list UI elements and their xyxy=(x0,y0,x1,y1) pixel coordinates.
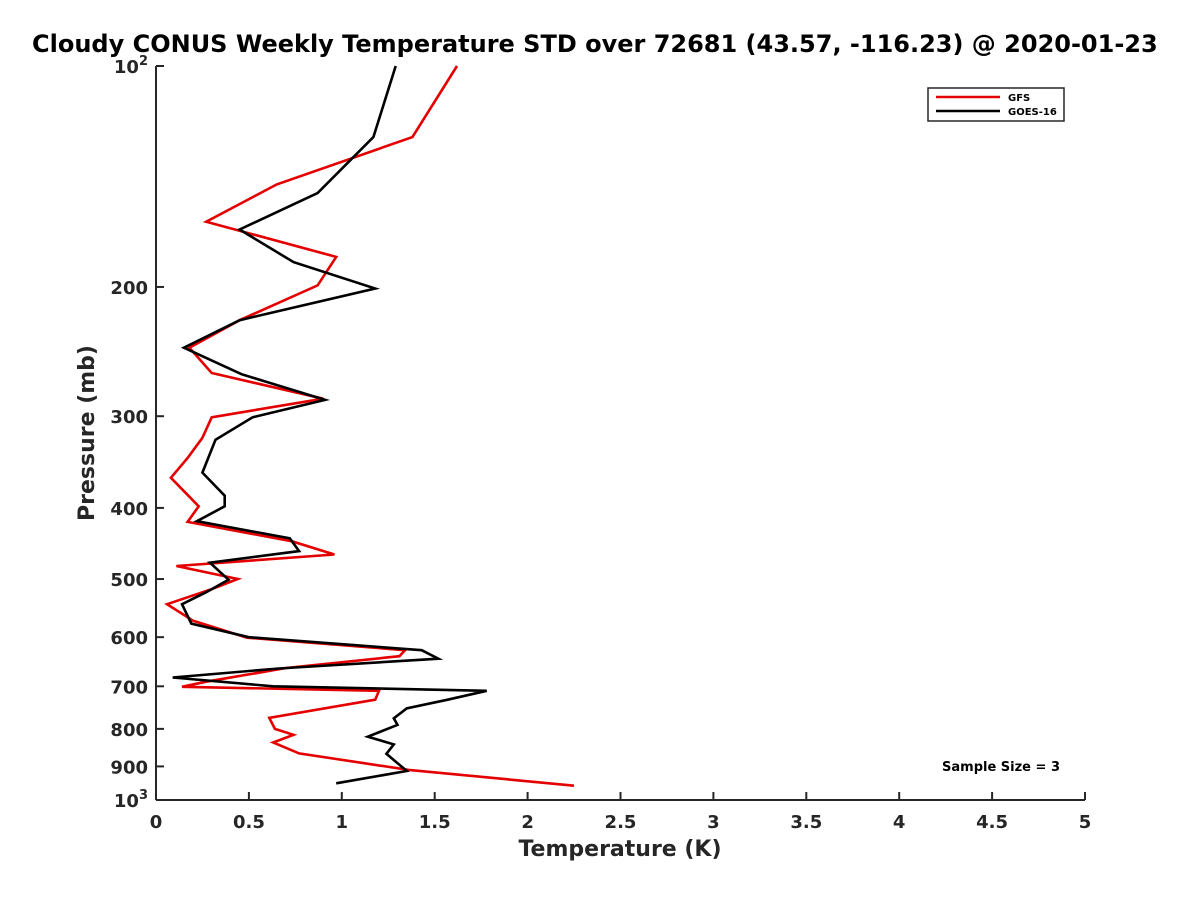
y-tick-label: 200 xyxy=(110,278,148,299)
x-tick-label: 2.5 xyxy=(605,812,637,833)
legend-label: GFS xyxy=(1008,93,1030,104)
series-line-gfs xyxy=(164,65,575,787)
y-axis-label: Pressure (mb) xyxy=(75,345,100,521)
x-tick-label: 2 xyxy=(521,812,534,833)
sample-size-annotation: Sample Size = 3 xyxy=(942,760,1060,775)
y-tick-label: 500 xyxy=(110,570,148,591)
x-tick-label: 3 xyxy=(707,812,720,833)
x-tick-label: 4.5 xyxy=(976,812,1008,833)
legend-box xyxy=(927,87,1065,122)
series-line-goes-16 xyxy=(172,65,487,785)
series-lines xyxy=(164,65,575,787)
y-tick-label: 600 xyxy=(110,628,148,649)
x-tick-label: 3.5 xyxy=(790,812,822,833)
x-tick-label: 4 xyxy=(893,812,906,833)
x-tick-label: 0.5 xyxy=(233,812,265,833)
y-tick-label: 700 xyxy=(110,677,148,698)
chart-title: Cloudy CONUS Weekly Temperature STD over… xyxy=(32,30,1158,58)
y-tick-label: 300 xyxy=(110,407,148,428)
y-tick-label: 800 xyxy=(110,720,148,741)
x-tick-label: 5 xyxy=(1079,812,1092,833)
y-tick-label: 400 xyxy=(110,499,148,520)
x-tick-label: 0 xyxy=(150,812,163,833)
y-tick-label: 900 xyxy=(110,757,148,778)
y-ticks: 102 200 300 400 500 600 700 800 900 103 xyxy=(110,54,164,812)
y-tick-label: 103 xyxy=(114,788,148,812)
legend: GFS GOES-16 xyxy=(927,87,1065,122)
x-ticks: 0 0.5 1 1.5 2 2.5 3 3.5 4 4.5 5 xyxy=(150,792,1092,833)
legend-label: GOES-16 xyxy=(1008,107,1057,118)
y-tick-label: 102 xyxy=(114,54,148,78)
x-tick-label: 1 xyxy=(336,812,349,833)
x-axis-label: Temperature (K) xyxy=(518,837,721,862)
x-tick-label: 1.5 xyxy=(419,812,451,833)
